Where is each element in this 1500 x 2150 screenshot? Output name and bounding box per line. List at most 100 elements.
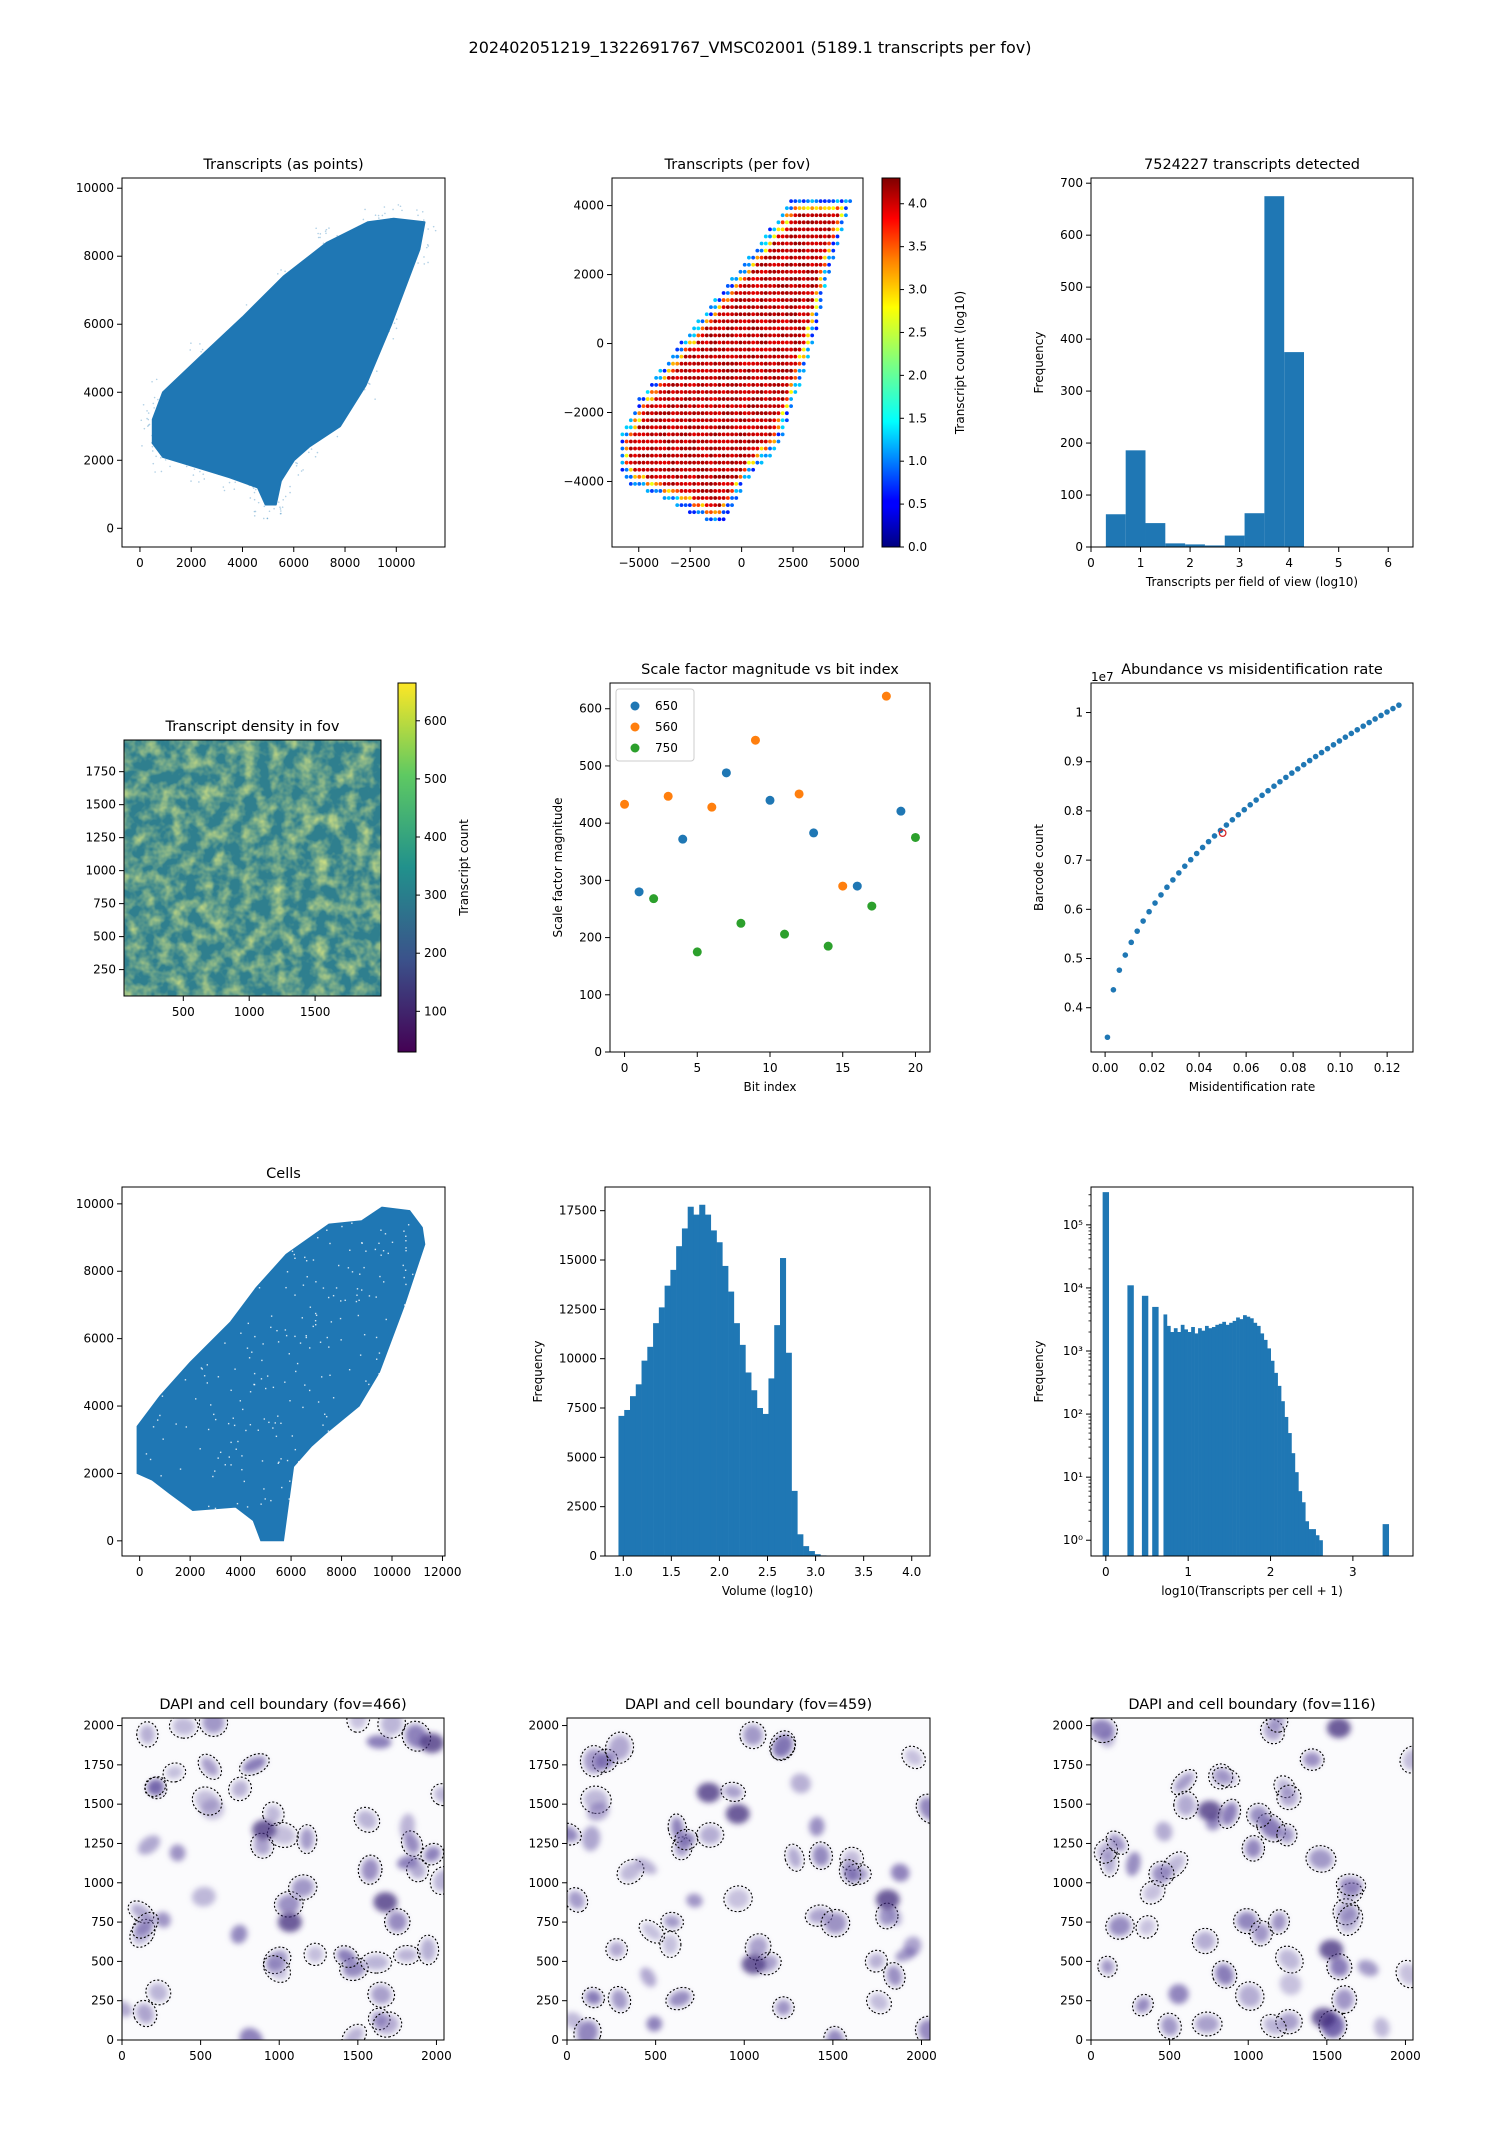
cell-boundary xyxy=(864,1949,888,1973)
nucleus xyxy=(1174,1772,1194,1792)
fov-point xyxy=(675,418,680,423)
cell-gap xyxy=(378,1352,381,1354)
fov-point xyxy=(671,446,675,451)
fov-point xyxy=(637,481,642,486)
fov-point xyxy=(835,227,840,232)
fov-point xyxy=(772,383,777,387)
histogram-bar xyxy=(780,1258,787,1556)
fov-point xyxy=(801,347,806,352)
histogram-bar xyxy=(1184,1329,1188,1556)
fov-point xyxy=(683,446,688,451)
transcript-point xyxy=(245,304,248,306)
abundance-scatter xyxy=(1104,702,1402,1041)
fov-point xyxy=(801,284,806,288)
cell-gap xyxy=(312,1325,314,1328)
fov-point xyxy=(645,481,650,486)
histogram-bar xyxy=(1177,1332,1182,1556)
fov-point xyxy=(780,432,785,437)
fov-point xyxy=(709,411,713,416)
fov-point xyxy=(730,305,734,310)
fov-point xyxy=(675,481,680,486)
cell-gap xyxy=(309,1306,312,1308)
fov-point xyxy=(730,354,734,359)
cell-boundary xyxy=(784,1843,805,1872)
fov-point xyxy=(709,347,713,352)
fov-point xyxy=(730,425,734,430)
cell-gap xyxy=(387,1252,389,1255)
fov-point xyxy=(755,248,760,253)
fov-point xyxy=(717,446,722,451)
x-tick-label: 2.0 xyxy=(710,1565,729,1579)
fov-point xyxy=(709,517,713,522)
fov-point xyxy=(789,255,793,260)
fov-point xyxy=(738,446,743,451)
fov-point xyxy=(835,241,840,246)
fov-point xyxy=(789,333,793,338)
fov-point xyxy=(734,432,739,437)
fov-point xyxy=(734,347,739,352)
fov-point xyxy=(780,262,785,267)
y-tick-label: 250 xyxy=(91,1994,114,2008)
y-tick-label: 1500 xyxy=(85,798,116,812)
cell-boundary xyxy=(430,1783,444,1807)
nucleus xyxy=(424,1846,441,1862)
fov-point xyxy=(654,383,659,387)
x-tick-label: 1 xyxy=(1184,1565,1192,1579)
fov-point xyxy=(797,291,802,295)
nucleus xyxy=(135,1915,156,1936)
fov-point xyxy=(738,347,743,352)
fov-point xyxy=(797,255,802,260)
cell-boundary xyxy=(573,2017,602,2040)
fov-point xyxy=(797,213,802,218)
fov-point xyxy=(738,467,743,472)
fov-point xyxy=(810,305,815,310)
fov-point xyxy=(734,368,739,373)
fov-point xyxy=(776,284,781,288)
cell-gap xyxy=(294,1448,297,1451)
fov-point xyxy=(780,248,785,253)
fov-point xyxy=(751,340,756,345)
fov-point xyxy=(721,340,726,345)
y-tick-label: 10⁴ xyxy=(1063,1281,1083,1295)
fov-point xyxy=(776,397,781,401)
fov-point xyxy=(818,291,823,295)
cell-gap xyxy=(294,1294,296,1296)
fov-point xyxy=(784,276,789,281)
cell-boundary xyxy=(1093,1838,1119,1864)
cell-gap xyxy=(248,1357,251,1359)
fov-point xyxy=(713,397,718,401)
cell-boundary xyxy=(400,1830,424,1857)
fov-point xyxy=(692,503,696,507)
fov-point xyxy=(814,305,819,310)
fov-point xyxy=(768,262,772,267)
fov-point xyxy=(789,319,793,324)
cell-boundary xyxy=(1335,1873,1367,1897)
fov-point xyxy=(763,390,768,394)
transcript-point xyxy=(328,227,330,229)
fov-point xyxy=(822,262,827,267)
cell-gap xyxy=(379,1275,381,1278)
barcode-point xyxy=(1229,817,1236,823)
nucleus xyxy=(1329,1956,1349,1977)
histogram-bar xyxy=(1253,1322,1258,1556)
fov-point xyxy=(717,404,722,409)
fov-point xyxy=(763,383,768,387)
colorbar-tick-label: 0.0 xyxy=(908,540,927,554)
fov-point xyxy=(700,383,705,387)
cell-gap xyxy=(239,1400,242,1402)
cell-gap xyxy=(309,1347,311,1349)
transcript-point xyxy=(155,455,157,458)
fov-point xyxy=(713,517,718,522)
histogram-bar xyxy=(1315,1535,1320,1556)
fov-point xyxy=(742,418,747,423)
fov-point xyxy=(721,460,726,465)
fov-point xyxy=(784,298,789,302)
fov-point xyxy=(738,368,743,373)
fov-point xyxy=(759,276,764,281)
fov-point xyxy=(687,446,692,451)
fov-point xyxy=(784,390,789,394)
fov-point xyxy=(793,305,798,310)
histogram-bar xyxy=(1319,1540,1323,1556)
x-tick-label: 1 xyxy=(1137,556,1145,570)
fov-point xyxy=(789,383,793,387)
